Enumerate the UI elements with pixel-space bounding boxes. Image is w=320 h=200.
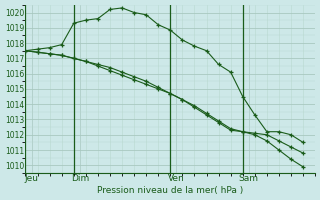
X-axis label: Pression niveau de la mer( hPa ): Pression niveau de la mer( hPa ) — [97, 186, 244, 195]
